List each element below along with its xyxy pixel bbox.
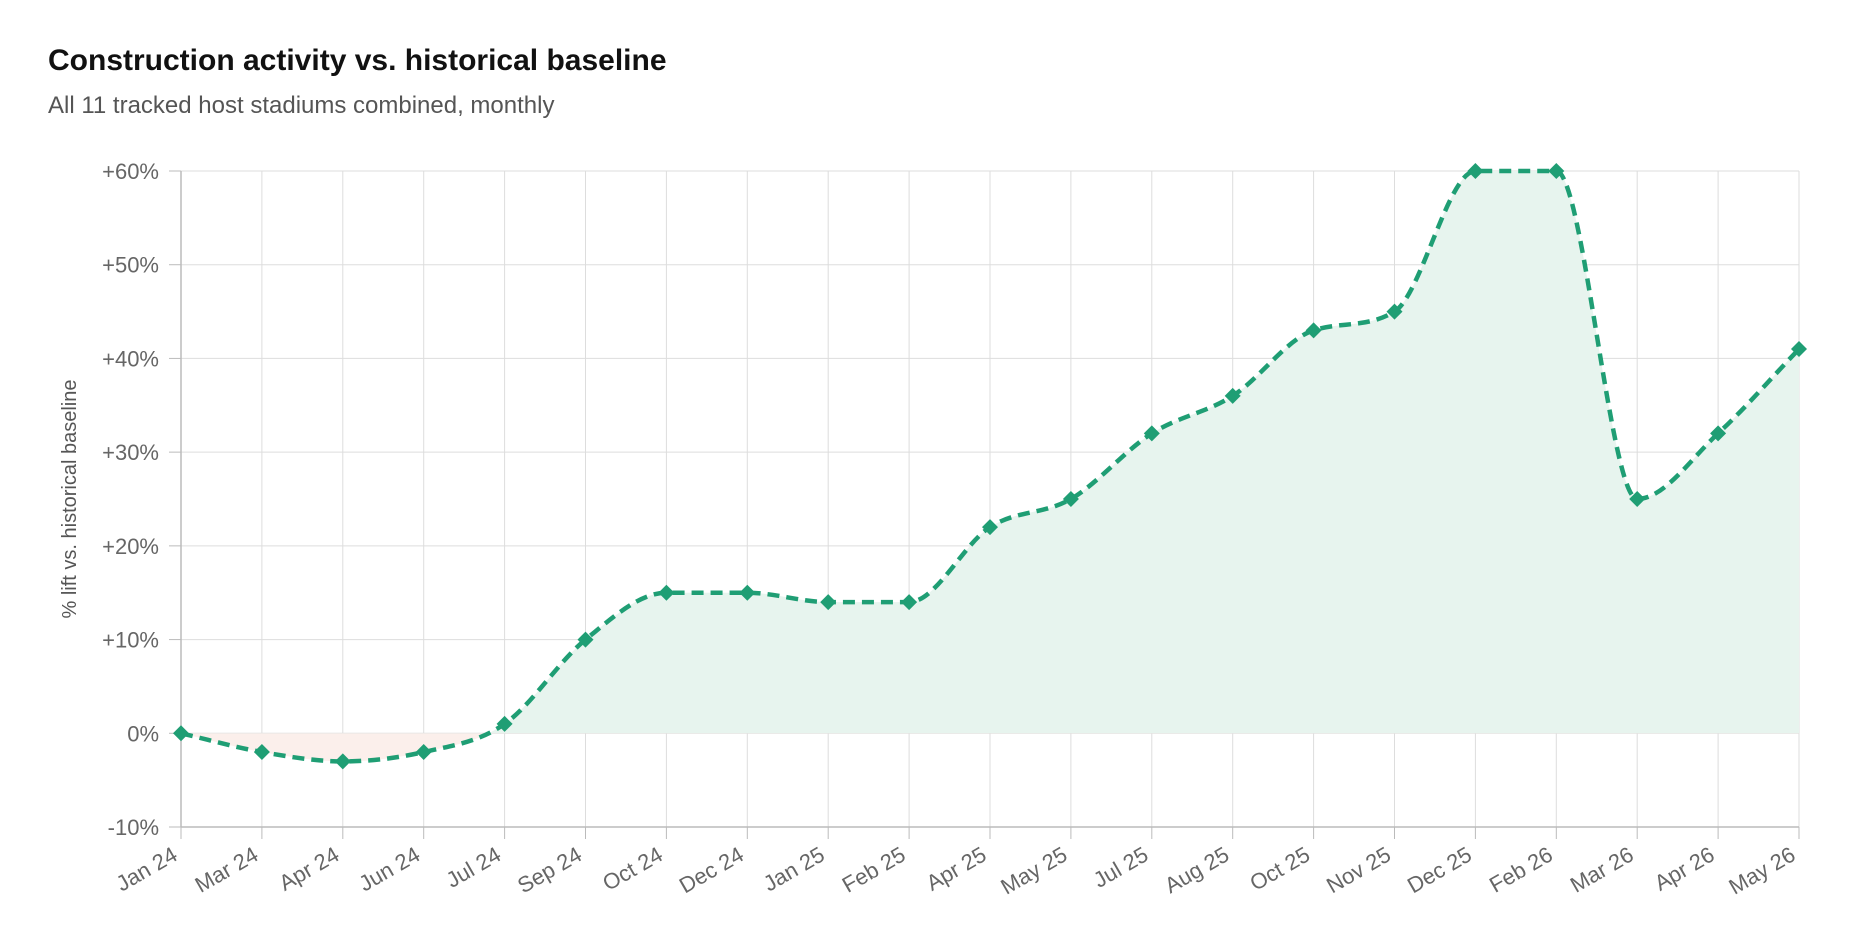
x-tick-label: Apr 26 [1650,842,1719,896]
data-point [1062,491,1079,507]
x-tick-label: Mar 24 [191,842,263,898]
x-tick-label: Nov 25 [1322,842,1395,899]
x-tick-label: Jun 24 [354,842,424,897]
data-point [1305,322,1322,339]
x-tick-label: Apr 25 [922,842,991,896]
data-point [739,584,756,601]
x-tick-label: Aug 25 [1160,842,1233,899]
x-tick-label: Feb 26 [1485,842,1557,898]
x-tick-label: Jan 24 [112,842,182,897]
data-point [334,753,351,770]
chart-subtitle: All 11 tracked host stadiums combined, m… [48,92,555,119]
x-tick-label: Apr 24 [275,842,344,896]
data-point [1143,425,1160,442]
x-tick-label: Dec 25 [1403,842,1476,899]
x-tick-label: Feb 25 [838,842,910,898]
y-axis-label: % lift vs. historical baseline [59,380,81,619]
data-point [1467,163,1484,179]
data-point [496,715,513,732]
axes [169,170,1800,839]
x-tick-label: Mar 26 [1566,842,1638,898]
y-tick-label: -10% [108,815,159,840]
x-tick-label: Oct 24 [598,842,667,896]
data-point [1710,425,1727,442]
y-tick-label: +40% [102,346,159,371]
x-tick-label: Jan 25 [759,842,829,897]
x-tick-label: Oct 25 [1245,842,1314,896]
y-tick-label: +10% [102,628,159,653]
data-point [901,594,918,611]
x-tick-label: Jul 25 [1089,842,1152,893]
data-point [820,594,837,611]
y-tick-label: +60% [102,159,159,184]
x-tick-label: Jul 24 [442,842,505,893]
data-point [982,519,998,536]
series-line-path [180,168,1801,764]
x-tick-label: Dec 24 [675,842,748,899]
data-point [253,744,270,761]
data-point [415,744,432,761]
y-tick-label: +20% [102,534,159,559]
data-point [1386,303,1403,320]
data-point [1791,341,1807,358]
series-line [180,168,1801,764]
data-point [658,584,675,601]
x-tick-label: May 25 [996,842,1071,900]
data-point [173,725,189,742]
x-tick-label: Sep 24 [513,842,586,899]
chart-title: Construction activity vs. historical bas… [48,44,667,77]
data-point [1224,387,1241,404]
data-point [577,631,594,648]
y-tick-label: +30% [102,440,159,465]
x-tick-label: May 26 [1725,842,1800,900]
area-fill-positive [488,170,1799,734]
data-point [1629,491,1646,507]
y-tick-label: +50% [102,253,159,278]
data-points [173,163,1807,770]
data-point [1548,163,1565,179]
y-tick-label: 0% [127,721,159,746]
